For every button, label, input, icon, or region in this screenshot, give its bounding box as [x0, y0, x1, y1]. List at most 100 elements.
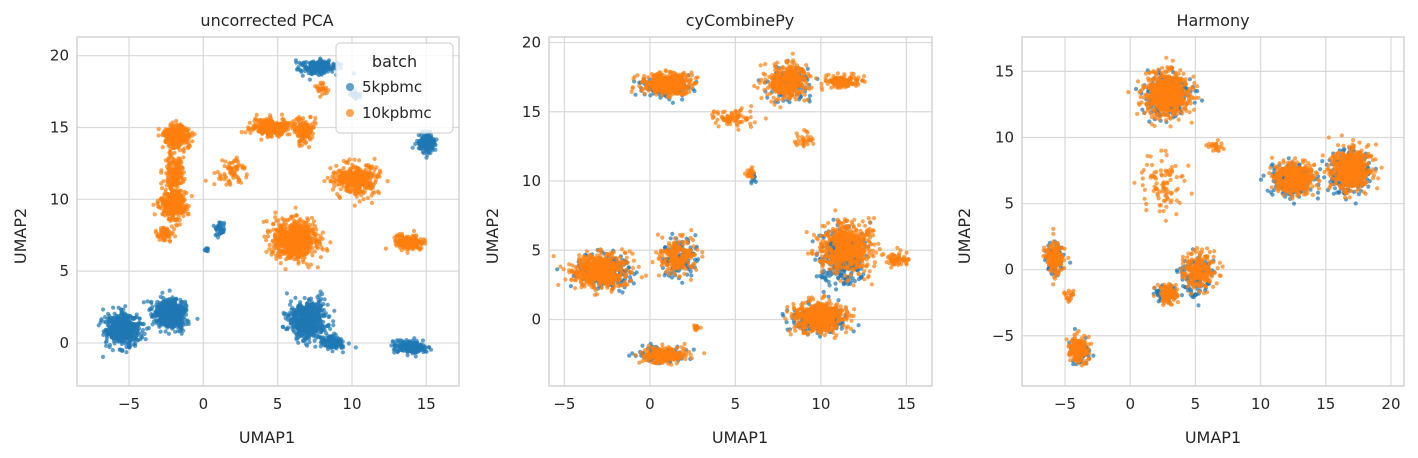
- data-point: [168, 311, 173, 316]
- data-point: [293, 295, 298, 300]
- data-point: [239, 180, 244, 185]
- data-point: [288, 299, 294, 304]
- data-point: [312, 249, 317, 254]
- data-point: [116, 321, 121, 326]
- data-point: [256, 119, 261, 124]
- data-point: [318, 242, 323, 247]
- y-axis-label: UMAP2: [11, 208, 30, 264]
- data-point: [283, 239, 288, 244]
- data-point: [288, 321, 293, 326]
- data-point: [169, 316, 174, 322]
- data-point: [160, 145, 165, 150]
- data-point: [217, 227, 223, 232]
- data-point: [306, 314, 311, 319]
- data-point: [234, 155, 239, 160]
- data-point: [325, 248, 330, 253]
- data-point: [161, 179, 166, 184]
- data-point: [313, 344, 318, 349]
- data-point: [111, 322, 117, 327]
- data-point: [111, 332, 116, 337]
- data-point: [325, 64, 330, 69]
- data-point: [177, 148, 182, 153]
- data-point: [176, 195, 181, 201]
- data-point: [298, 315, 303, 320]
- data-point: [301, 260, 306, 265]
- data-point: [114, 332, 119, 337]
- data-point: [170, 156, 175, 161]
- data-point: [392, 343, 397, 348]
- data-point: [134, 325, 139, 330]
- series-5kpbmc: [96, 56, 439, 359]
- data-point: [301, 250, 306, 255]
- data-point: [159, 186, 165, 191]
- data-point: [310, 253, 315, 258]
- data-point: [280, 324, 286, 329]
- data-point: [250, 127, 255, 132]
- data-point: [288, 232, 293, 237]
- data-point: [421, 137, 426, 142]
- data-point: [311, 236, 316, 241]
- data-point: [242, 165, 247, 170]
- data-point: [160, 290, 165, 295]
- data-point: [325, 175, 330, 180]
- data-point: [163, 311, 168, 316]
- data-point: [155, 233, 160, 238]
- data-point: [164, 208, 169, 213]
- data-point: [125, 339, 130, 344]
- data-point: [339, 344, 344, 349]
- data-point: [412, 336, 417, 341]
- data-point: [171, 137, 176, 142]
- data-point: [177, 200, 182, 205]
- data-point: [168, 149, 173, 154]
- data-point: [310, 308, 315, 313]
- data-point: [239, 130, 244, 135]
- data-point: [276, 122, 281, 127]
- data-point: [301, 331, 306, 336]
- data-point: [182, 206, 187, 211]
- data-point: [298, 300, 303, 305]
- data-point: [292, 221, 297, 226]
- data-point: [409, 342, 414, 347]
- data-point: [181, 213, 186, 219]
- data-point: [318, 330, 323, 335]
- data-point: [332, 184, 337, 189]
- data-point: [324, 324, 329, 329]
- data-point: [309, 227, 314, 232]
- data-point: [113, 335, 118, 340]
- data-point: [107, 342, 112, 348]
- data-point: [186, 127, 191, 132]
- data-point: [214, 232, 219, 237]
- data-point: [190, 139, 195, 144]
- data-point: [164, 136, 169, 141]
- data-point: [168, 324, 173, 329]
- data-point: [296, 311, 301, 316]
- data-point: [273, 233, 278, 238]
- data-point: [317, 69, 322, 74]
- data-point: [150, 304, 155, 309]
- data-point: [168, 301, 173, 306]
- data-point: [195, 316, 200, 321]
- data-point: [335, 192, 340, 197]
- data-point: [369, 200, 374, 205]
- data-point: [262, 234, 267, 239]
- data-point: [237, 177, 242, 182]
- data-point: [161, 307, 166, 312]
- data-point: [300, 116, 306, 121]
- data-point: [262, 120, 268, 125]
- data-point: [174, 170, 179, 175]
- data-point: [159, 320, 164, 325]
- data-point: [306, 145, 312, 150]
- data-point: [292, 121, 297, 126]
- data-point: [171, 206, 176, 211]
- data-point: [294, 323, 299, 328]
- data-point: [267, 242, 272, 247]
- data-point: [181, 192, 186, 197]
- data-point: [310, 322, 315, 327]
- data-point: [164, 231, 169, 236]
- data-point: [176, 315, 181, 320]
- data-point: [165, 318, 170, 323]
- data-point: [426, 133, 431, 138]
- data-point: [123, 313, 128, 318]
- data-point: [271, 227, 276, 232]
- data-point: [299, 246, 304, 251]
